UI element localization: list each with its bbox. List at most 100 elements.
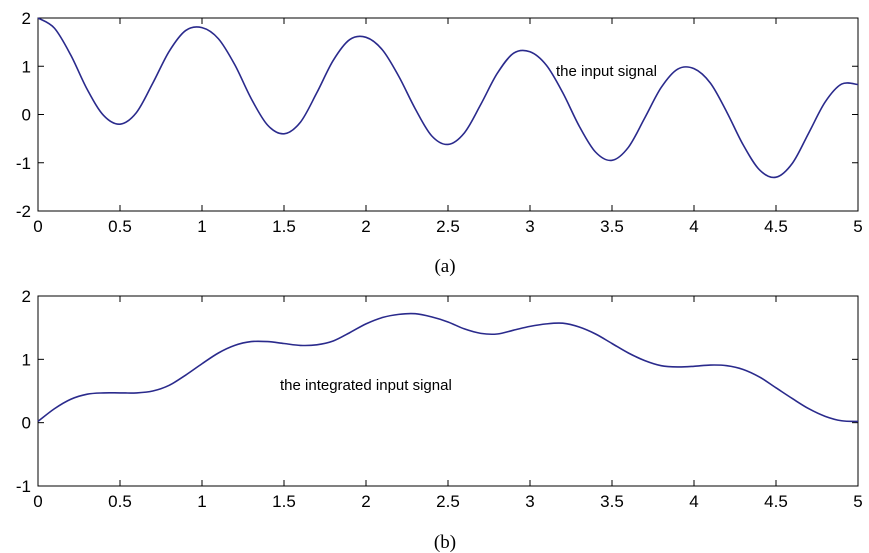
integrated-data-point <box>775 387 777 389</box>
input-data-point <box>480 104 482 106</box>
integrated-data-point <box>792 398 794 400</box>
integrated-data-point <box>529 326 531 328</box>
integrated-signal-annotation: the integrated input signal <box>280 377 452 394</box>
input-data-point <box>546 64 548 66</box>
input-x-tick-label: 4.5 <box>764 217 788 236</box>
integrated-data-point <box>628 352 630 354</box>
input-data-point <box>447 144 449 146</box>
input-data-point <box>70 54 72 56</box>
integrated-data-point <box>365 323 367 325</box>
input-data-point <box>37 17 39 19</box>
integrated-data-point <box>693 366 695 368</box>
integrated-x-tick-label: 2 <box>361 492 370 511</box>
input-data-point <box>201 27 203 29</box>
input-data-point <box>54 27 56 29</box>
integrated-data-point <box>710 364 712 366</box>
integrated-data-point <box>86 393 88 395</box>
integrated-data-point <box>808 408 810 410</box>
input-data-point <box>726 111 728 113</box>
input-x-tick-label: 3.5 <box>600 217 624 236</box>
input-data-point <box>283 133 285 135</box>
input-panel-caption: (a) <box>434 256 455 277</box>
integrated-data-point <box>726 365 728 367</box>
input-data-point <box>86 89 88 91</box>
integrated-x-tick-label: 5 <box>853 492 862 511</box>
input-data-point <box>513 52 515 54</box>
integrated-x-tick-label: 0.5 <box>108 492 132 511</box>
integrated-y-tick-label: 2 <box>22 287 31 306</box>
input-data-point <box>824 101 826 103</box>
integrated-data-point <box>398 314 400 316</box>
integrated-data-point <box>54 408 56 410</box>
integrated-data-point <box>70 398 72 400</box>
integrated-data-point <box>660 365 662 367</box>
input-x-tick-label: 3 <box>525 217 534 236</box>
input-data-point <box>660 87 662 89</box>
input-data-point <box>562 92 564 94</box>
input-y-tick-label: 1 <box>22 57 31 76</box>
input-y-tick-label: -2 <box>16 202 31 221</box>
integrated-data-point <box>152 390 154 392</box>
input-x-tick-label: 0 <box>33 217 42 236</box>
input-y-tick-label: 0 <box>22 106 31 125</box>
input-data-point <box>792 162 794 164</box>
integrated-x-tick-label: 3.5 <box>600 492 624 511</box>
input-data-point <box>250 98 252 100</box>
integrated-data-point <box>677 366 679 368</box>
input-signal-line <box>37 17 859 179</box>
input-data-point <box>365 37 367 39</box>
integrated-data-point <box>578 326 580 328</box>
integrated-x-tick-label: 4 <box>689 492 698 511</box>
integrated-y-tick-label: 1 <box>22 350 31 369</box>
integrated-data-point <box>644 360 646 362</box>
integrated-data-point <box>431 316 433 318</box>
integrated-x-tick-label: 2.5 <box>436 492 460 511</box>
input-data-point <box>267 124 269 126</box>
integrated-data-point <box>480 333 482 335</box>
input-data-point <box>414 108 416 110</box>
input-data-point <box>152 82 154 84</box>
input-x-tick-label: 4 <box>689 217 698 236</box>
input-x-tick-label: 1.5 <box>272 217 296 236</box>
integrated-data-point <box>349 332 351 334</box>
input-signal-panel: 0 0.5 1 1.5 2 2.5 3 3.5 4 4.5 5 -2 -1 0 1 2 the input si… <box>16 9 863 277</box>
input-data-point <box>431 135 433 137</box>
integrated-data-point <box>546 323 548 325</box>
input-data-point <box>857 84 859 86</box>
integrated-data-point <box>742 369 744 371</box>
input-data-point <box>693 68 695 70</box>
integrated-x-tick-label: 1.5 <box>272 492 296 511</box>
integrated-x-tick-label: 1 <box>197 492 206 511</box>
input-plot-frame <box>37 17 859 212</box>
input-data-point <box>185 30 187 32</box>
integrated-x-tick-label: 4.5 <box>764 492 788 511</box>
input-data-point <box>332 60 334 62</box>
integrated-data-point <box>234 345 236 347</box>
input-x-tick-label: 1 <box>197 217 206 236</box>
integrated-data-point <box>611 343 613 345</box>
input-y-tick-label: -1 <box>16 154 31 173</box>
integrated-data-point <box>185 374 187 376</box>
input-data-point <box>644 117 646 119</box>
input-y-tick-label: 2 <box>22 9 31 28</box>
input-data-point <box>742 144 744 146</box>
input-data-point <box>841 83 843 85</box>
integrated-data-point <box>283 343 285 345</box>
integrated-data-point <box>562 322 564 324</box>
integrated-data-point <box>250 341 252 343</box>
integrated-data-point <box>857 421 859 423</box>
input-data-point <box>611 160 613 162</box>
input-data-point <box>398 76 400 78</box>
input-data-point <box>578 125 580 127</box>
input-data-point <box>496 73 498 75</box>
integrated-y-tick-label: -1 <box>16 477 31 496</box>
input-data-point <box>808 132 810 134</box>
integrated-data-point <box>414 313 416 315</box>
integrated-data-point <box>759 376 761 378</box>
integrated-x-tick-label: 3 <box>525 492 534 511</box>
integrated-data-point <box>464 328 466 330</box>
input-x-tick-label: 2 <box>361 217 370 236</box>
integrated-data-point <box>37 421 39 423</box>
